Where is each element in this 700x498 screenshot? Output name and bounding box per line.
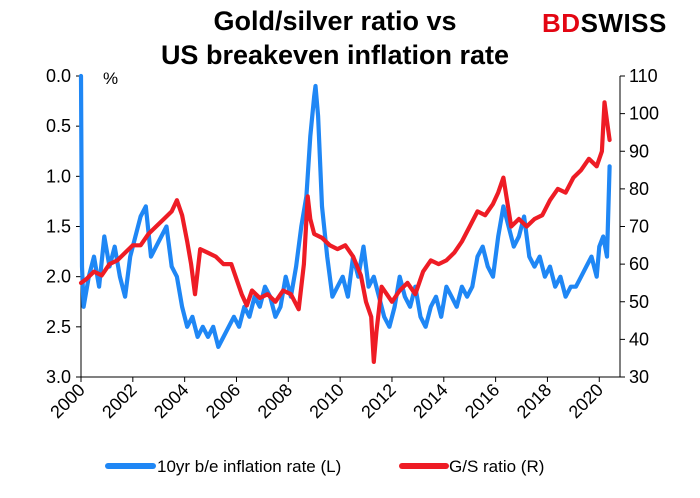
series-line-breakeven — [78, 73, 612, 349]
right-axis-tick-label: 70 — [629, 217, 649, 237]
right-axis-tick-label: 110 — [629, 66, 658, 86]
logo-part-swiss: SWISS — [580, 8, 667, 38]
chart-title-line-2: US breakeven inflation rate — [160, 40, 510, 70]
left-axis-unit: % — [103, 69, 118, 88]
right-axis-tick-label: 90 — [629, 141, 649, 161]
legend-item-breakeven-label: 10yr b/e inflation rate (L) — [157, 457, 341, 476]
x-axis-tick-label: 2020 — [565, 380, 607, 422]
bdswiss-logo: BDSWISS — [542, 9, 667, 37]
chart-title-line-1: Gold/silver ratio vs — [213, 6, 457, 36]
series-line-gs-ratio — [78, 100, 612, 364]
right-axis-tick-label: 30 — [629, 367, 649, 387]
x-axis-tick-label: 2016 — [461, 380, 503, 422]
series-layer — [78, 73, 612, 364]
left-axis-tick-label: 2.0 — [46, 267, 71, 287]
left-axis-tick-label: 1.5 — [46, 217, 71, 237]
right-axis-tick-label: 40 — [629, 329, 649, 349]
x-axis-tick-label: 2008 — [254, 380, 296, 422]
right-axis-tick-label: 100 — [629, 104, 659, 124]
left-axis-tick-label: 2.5 — [46, 317, 71, 337]
left-axis-tick-label: 0.5 — [46, 116, 71, 136]
legend-item-gs-ratio-label: G/S ratio (R) — [449, 457, 544, 476]
left-axis-tick-label: 0.0 — [46, 66, 71, 86]
right-axis-tick-label: 80 — [629, 179, 649, 199]
x-axis-tick-label: 2012 — [357, 380, 399, 422]
x-axis-tick-label: 2004 — [150, 380, 192, 422]
x-axis-tick-label: 2018 — [513, 380, 555, 422]
left-axis-tick-label: 3.0 — [46, 367, 71, 387]
x-axis-tick-label: 2002 — [98, 380, 140, 422]
chart-title: Gold/silver ratio vs US breakeven inflat… — [100, 4, 570, 72]
right-axis-tick-label: 50 — [629, 292, 649, 312]
x-axis-tick-label: 2010 — [306, 380, 348, 422]
right-axis-tick-label: 60 — [629, 254, 649, 274]
legend: 10yr b/e inflation rate (L) G/S ratio (R) — [105, 457, 544, 476]
x-axis-tick-label: 2006 — [202, 380, 244, 422]
x-axis-tick-label: 2014 — [409, 380, 451, 422]
logo-part-bd: BD — [542, 8, 581, 38]
left-axis-tick-label: 1.0 — [46, 166, 71, 186]
